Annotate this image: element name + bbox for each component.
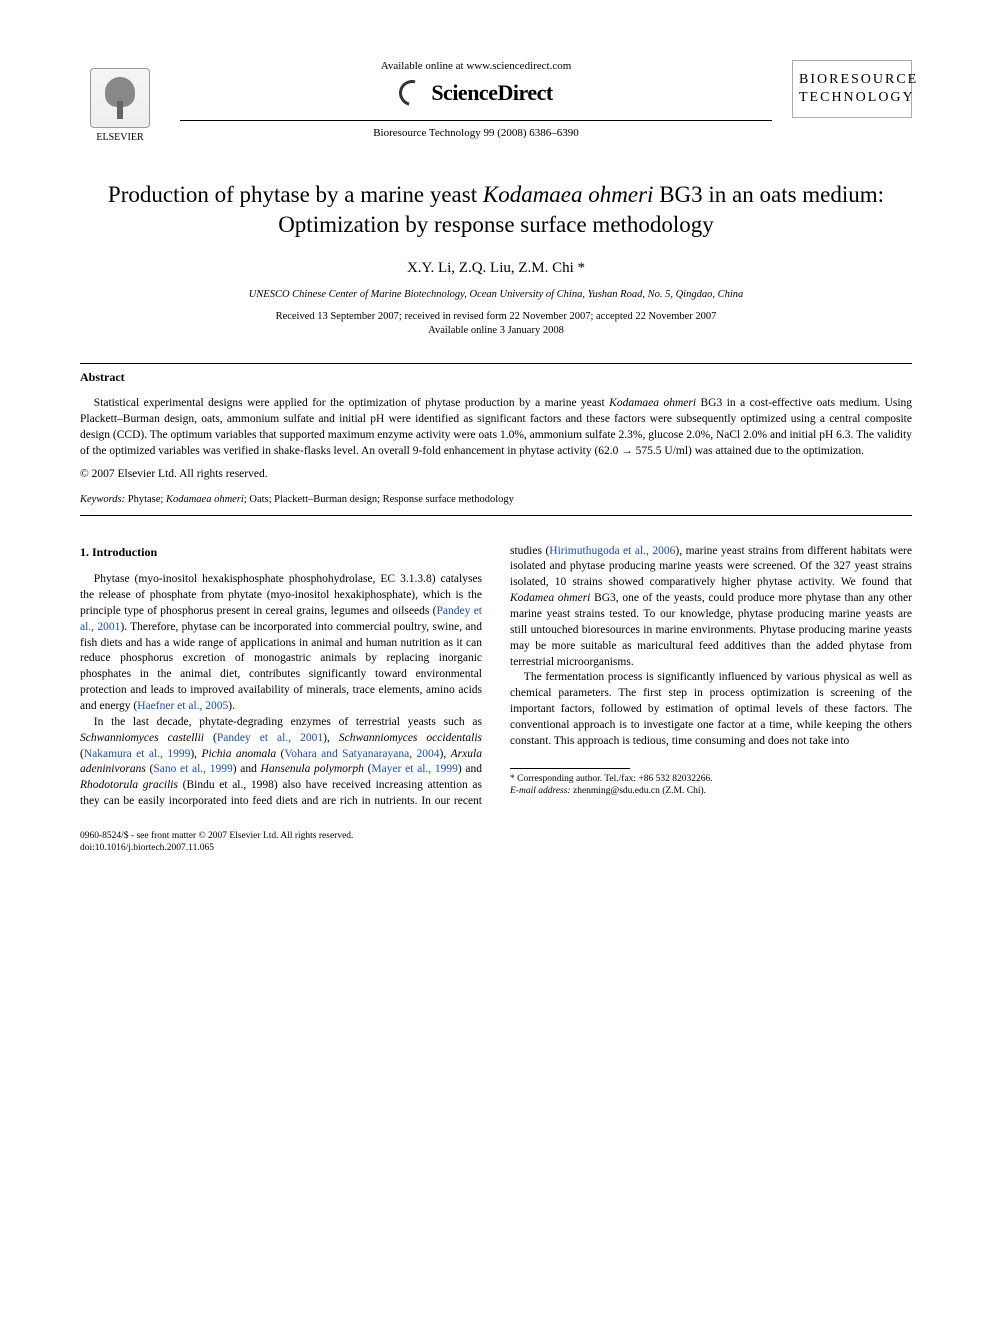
available-online-text: Available online at www.sciencedirect.co…: [180, 60, 772, 72]
p2c: ),: [323, 732, 339, 744]
footnote-rule: [510, 768, 630, 769]
species-kodamea-ohmeri: Kodamea ohmeri: [510, 592, 590, 604]
email-value: zhenming@sdu.edu.cn (Z.M. Chi).: [571, 786, 706, 796]
citation-nakamura-1999[interactable]: Nakamura et al., 1999: [84, 748, 190, 760]
intro-paragraph-1: Phytase (myo-inositol hexakisphosphate p…: [80, 572, 482, 715]
sd-bold: ScienceDirect: [431, 80, 552, 105]
keywords-tail: ; Oats; Plackett–Burman design; Response…: [244, 494, 514, 505]
species-pichia-anomala: Pichia anomala: [201, 748, 276, 760]
abstract-p1a: Statistical experimental designs were ap…: [94, 397, 609, 409]
center-header: Available online at www.sciencedirect.co…: [160, 60, 792, 139]
footer: 0960-8524/$ - see front matter © 2007 El…: [80, 830, 912, 855]
article-title: Production of phytase by a marine yeast …: [80, 180, 912, 240]
species-hansenula-polymorph: Hansenula polymorph: [261, 763, 364, 775]
intro-heading: 1. Introduction: [80, 544, 482, 561]
dates-line2: Available online 3 January 2008: [80, 324, 912, 339]
p1b: ). Therefore, phytase can be incorporate…: [80, 621, 482, 712]
title-pre: Production of phytase by a marine yeast: [108, 182, 483, 207]
species-schwanniomyces-castellii: Schwanniomyces castellii: [80, 732, 204, 744]
journal-logo-line1: BIORESOURCE: [799, 71, 905, 89]
p2a: In the last decade, phytate-degrading en…: [94, 716, 482, 728]
citation-mayer-1999[interactable]: Mayer et al., 1999: [371, 763, 457, 775]
title-italic-species: Kodamaea ohmeri: [483, 182, 654, 207]
sciencedirect-logo: ScienceDirect: [180, 80, 772, 106]
abstract-top-rule: [80, 363, 912, 364]
email-label: E-mail address:: [510, 786, 571, 796]
citation-haefner-2005[interactable]: Haefner et al., 2005: [137, 700, 228, 712]
sciencedirect-text: ScienceDirect: [431, 80, 552, 106]
journal-logo-line2: TECHNOLOGY: [799, 89, 905, 107]
abstract-species: Kodamaea ohmeri: [609, 397, 696, 409]
citation-pandey-2001b[interactable]: Pandey et al., 2001: [217, 732, 323, 744]
corresponding-author: * Corresponding author. Tel./fax: +86 53…: [510, 773, 912, 785]
p1a: Phytase (myo-inositol hexakisphosphate p…: [80, 573, 482, 617]
abstract-text: Statistical experimental designs were ap…: [80, 395, 912, 459]
p2g: ),: [440, 748, 451, 760]
footnote-block: * Corresponding author. Tel./fax: +86 53…: [510, 768, 912, 798]
abstract-label: Abstract: [80, 370, 912, 385]
p2i: ) and: [233, 763, 261, 775]
dates-line1: Received 13 September 2007; received in …: [80, 310, 912, 325]
article-dates: Received 13 September 2007; received in …: [80, 310, 912, 339]
header-row: ELSEVIER Available online at www.science…: [80, 60, 912, 150]
citation-vohara-2004[interactable]: Vohara and Satyanarayana, 2004: [284, 748, 439, 760]
p2b: (: [204, 732, 217, 744]
footer-line2: doi:10.1016/j.biortech.2007.11.065: [80, 842, 912, 854]
journal-reference: Bioresource Technology 99 (2008) 6386–63…: [180, 127, 772, 139]
body-two-column: 1. Introduction Phytase (myo-inositol he…: [80, 544, 912, 810]
intro-paragraph-3: The fermentation process is significantl…: [510, 670, 912, 749]
sciencedirect-swoosh-icon: [395, 75, 431, 111]
keywords-text: Phytase;: [125, 494, 166, 505]
footer-line1: 0960-8524/$ - see front matter © 2007 El…: [80, 830, 912, 842]
header-rule: [180, 120, 772, 121]
keywords-species: Kodamaea ohmeri: [166, 494, 244, 505]
footnotes: * Corresponding author. Tel./fax: +86 53…: [510, 773, 912, 798]
keywords-label: Keywords:: [80, 494, 125, 505]
elsevier-label: ELSEVIER: [96, 132, 143, 143]
authors: X.Y. Li, Z.Q. Liu, Z.M. Chi *: [80, 260, 912, 277]
p2e: ),: [190, 748, 201, 760]
copyright: © 2007 Elsevier Ltd. All rights reserved…: [80, 468, 912, 480]
species-schwanniomyces-occidentalis: Schwanniomyces occidentalis: [339, 732, 482, 744]
citation-sano-1999[interactable]: Sano et al., 1999: [153, 763, 232, 775]
email-line: E-mail address: zhenming@sdu.edu.cn (Z.M…: [510, 785, 912, 797]
journal-cover-logo: BIORESOURCE TECHNOLOGY: [792, 60, 912, 118]
species-rhodotorula-gracilis: Rhodotorula gracilis: [80, 779, 178, 791]
affiliation: UNESCO Chinese Center of Marine Biotechn…: [80, 289, 912, 300]
keywords: Keywords: Phytase; Kodamaea ohmeri; Oats…: [80, 494, 912, 505]
abstract-bottom-rule: [80, 515, 912, 516]
elsevier-logo: ELSEVIER: [80, 60, 160, 150]
p2k: ) and: [458, 763, 482, 775]
p1c: ).: [228, 700, 235, 712]
citation-hirimuthugoda-2006[interactable]: Hirimuthugoda et al., 2006: [549, 545, 675, 557]
elsevier-tree-icon: [90, 68, 150, 128]
